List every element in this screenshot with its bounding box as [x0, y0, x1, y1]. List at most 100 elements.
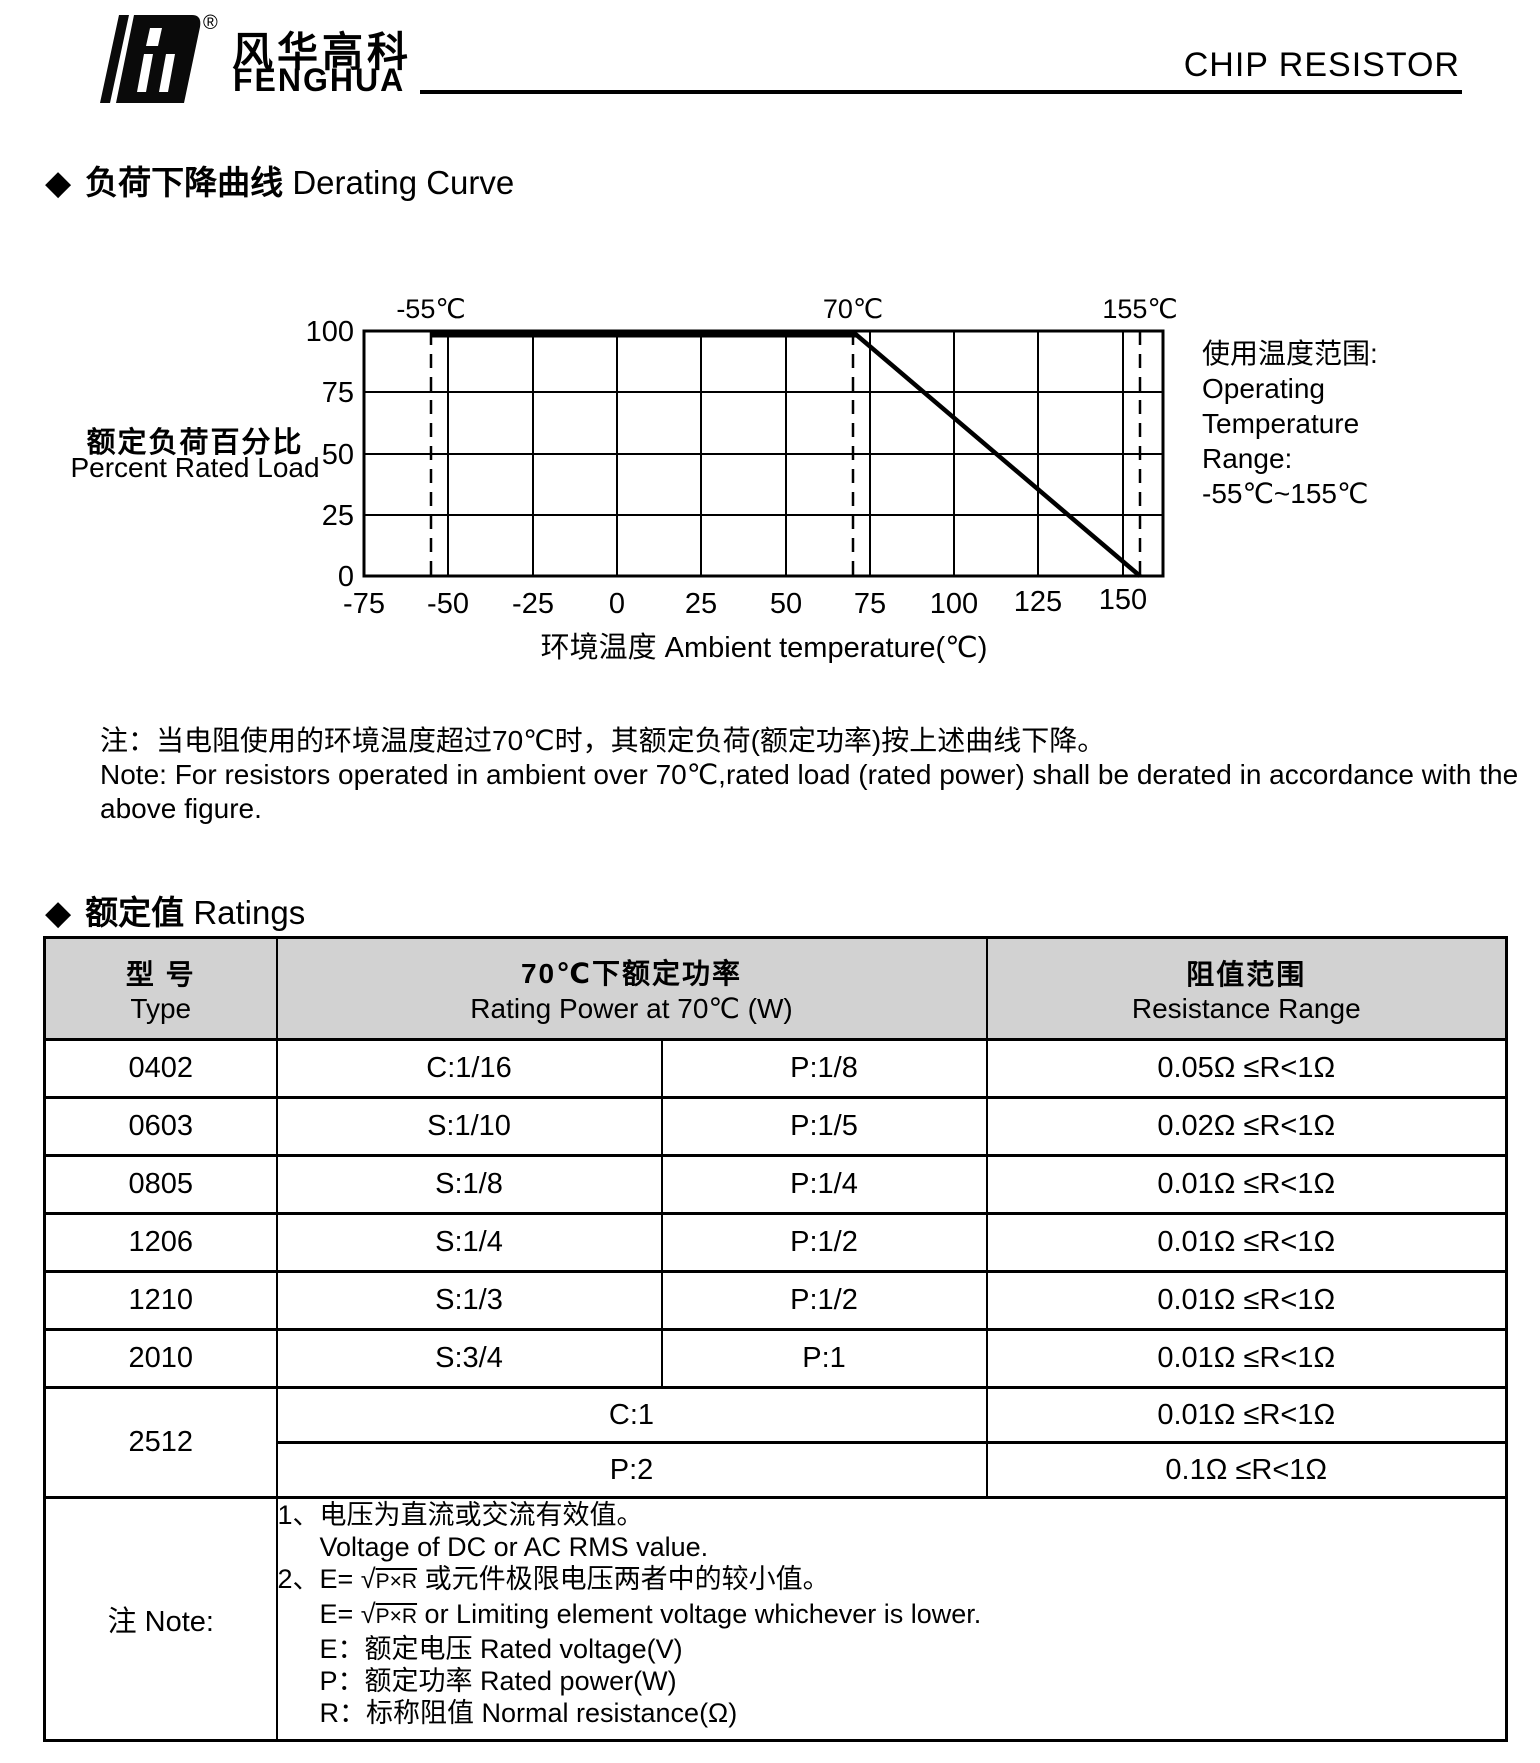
derating-note: 注：当电阻使用的环境温度超过70℃时，其额定负荷(额定功率)按上述曲线下降。 N…	[100, 724, 1518, 826]
header-power-en: Rating Power at 70℃ (W)	[470, 993, 793, 1024]
annotation-line: 使用温度范围:	[1202, 338, 1378, 369]
range-cell: 0.02Ω ≤R<1Ω	[985, 1096, 1508, 1157]
header-power: 70℃下额定功率 Rating Power at 70℃ (W)	[275, 936, 988, 1041]
x-axis-title: 环境温度 Ambient temperature(℃)	[540, 632, 988, 664]
header-type-cn: 型 号	[125, 958, 196, 990]
range-cell: 0.1Ω ≤R<1Ω	[985, 1441, 1508, 1499]
fenghua-logo	[100, 15, 201, 103]
brand-name-chinese: 风华高科	[232, 29, 412, 75]
note-line-en2: above figure.	[100, 793, 262, 824]
sqrt-icon: √	[360, 1564, 376, 1594]
power-c-cell: C:1/16	[275, 1038, 663, 1099]
marker-label-155: 155℃	[1102, 294, 1178, 324]
page-title: CHIP RESISTOR	[1183, 46, 1460, 84]
note-item: 1、电压为直流或交流有效值。	[277, 1500, 644, 1530]
y-axis-title-en: Percent Rated Load	[70, 452, 320, 483]
x-tick-label: 75	[853, 588, 887, 620]
range-cell: 0.01Ω ≤R<1Ω	[985, 1386, 1508, 1444]
power-cell: C:1	[275, 1386, 988, 1444]
x-tick-label: 150	[1098, 584, 1148, 616]
annotation-line: Range:	[1202, 443, 1293, 474]
y-tick-label: 50	[321, 439, 354, 471]
power-p-cell: P:1/5	[660, 1096, 988, 1157]
table-row: 2010 S:3/4 P:1 0.01Ω ≤R<1Ω	[43, 1328, 1508, 1389]
x-tick-label: -75	[343, 588, 385, 620]
note-line-en: Note: For resistors operated in ambient …	[100, 759, 1519, 790]
operating-range-annotation: 使用温度范围: Operating Temperature Range: -55…	[1202, 336, 1378, 511]
annotation-line: Temperature	[1202, 408, 1360, 439]
power-c-cell: S:1/3	[275, 1270, 663, 1331]
note-item: E：额定电压 Rated voltage(V)	[319, 1634, 683, 1664]
table-row-2512b: P:2 0.1Ω ≤R<1Ω	[45, 1441, 1508, 1499]
x-tick-label: -25	[512, 588, 554, 620]
header-rule	[420, 90, 1462, 94]
ratings-title-en: Ratings	[193, 894, 306, 931]
range-cell: 0.01Ω ≤R<1Ω	[985, 1154, 1508, 1215]
note-item: P：额定功率 Rated power(W)	[319, 1666, 677, 1696]
power-cell: P:2	[275, 1441, 988, 1499]
power-c-cell: S:3/4	[275, 1328, 663, 1389]
table-row: 1206 S:1/4 P:1/2 0.01Ω ≤R<1Ω	[43, 1212, 1508, 1273]
x-tick-label: 125	[1013, 586, 1063, 618]
derating-section-title: ◆ 负荷下降曲线 Derating Curve	[45, 156, 514, 204]
note-item: 2、E= √P×R 或元件极限电压两者中的较小值。	[277, 1564, 830, 1594]
table-row: 0805 S:1/8 P:1/4 0.01Ω ≤R<1Ω	[43, 1154, 1508, 1215]
note-body-cell: 1、电压为直流或交流有效值。 Voltage of DC or AC RMS v…	[275, 1496, 1508, 1742]
table-header-row: 型 号 Type 70℃下额定功率 Rating Power at 70℃ (W…	[43, 936, 1508, 1041]
ratings-table: 型 号 Type 70℃下额定功率 Rating Power at 70℃ (W…	[43, 936, 1508, 1742]
marker-label-minus55: -55℃	[396, 294, 466, 324]
y-tick-label: 75	[321, 377, 354, 409]
marker-label-70: 70℃	[822, 294, 884, 324]
type-cell: 1210	[43, 1270, 278, 1331]
power-c-cell: S:1/4	[275, 1212, 663, 1273]
range-cell: 0.01Ω ≤R<1Ω	[985, 1328, 1508, 1389]
x-tick-label: -50	[427, 588, 469, 620]
brand-name-english: FENGHUA	[233, 62, 406, 98]
header-range-en: Resistance Range	[1131, 992, 1361, 1024]
table-row-2512a: 2512 C:1 0.01Ω ≤R<1Ω	[43, 1386, 1508, 1499]
registered-icon: ®	[203, 12, 218, 34]
type-cell: 0805	[43, 1154, 278, 1215]
x-tick-label: 100	[929, 588, 979, 620]
type-cell: 1206	[43, 1212, 278, 1273]
type-cell: 0603	[43, 1096, 278, 1157]
note-label-cell: 注 Note:	[43, 1496, 278, 1742]
ratings-title-cn: 额定值	[85, 894, 185, 931]
range-cell: 0.05Ω ≤R<1Ω	[985, 1038, 1508, 1099]
horizontal-gridlines	[364, 391, 1163, 516]
range-cell: 0.01Ω ≤R<1Ω	[985, 1212, 1508, 1273]
power-p-cell: P:1/8	[660, 1038, 988, 1099]
y-axis-title-cn: 额定负荷百分比	[86, 427, 304, 459]
note-item: R：标称阻值 Normal resistance(Ω)	[319, 1698, 738, 1728]
annotation-line: -55℃~155℃	[1202, 478, 1369, 509]
table-row: 1210 S:1/3 P:1/2 0.01Ω ≤R<1Ω	[43, 1270, 1508, 1331]
dashed-temperature-lines	[429, 331, 1142, 576]
type-cell: 2010	[43, 1328, 278, 1389]
power-c-cell: S:1/10	[275, 1096, 663, 1157]
y-tick-label: 0	[337, 561, 354, 593]
y-tick-label: 100	[305, 316, 354, 348]
power-c-cell: S:1/8	[275, 1154, 663, 1215]
header-type-en: Type	[130, 992, 192, 1024]
x-tick-label: 0	[608, 588, 626, 620]
diamond-icon: ◆	[45, 894, 72, 932]
x-tick-label: 50	[769, 588, 803, 620]
sqrt-icon: √	[360, 1599, 376, 1629]
derating-title-cn: 负荷下降曲线	[85, 164, 284, 201]
y-tick-label: 25	[321, 500, 354, 532]
ratings-section-title: ◆ 额定值 Ratings	[45, 886, 305, 934]
power-p-cell: P:1/2	[660, 1270, 988, 1331]
derating-chart	[362, 329, 1165, 578]
derating-curve	[431, 330, 1142, 578]
power-p-cell: P:1/2	[660, 1212, 988, 1273]
note-line-cn: 注：当电阻使用的环境温度超过70℃时，其额定负荷(额定功率)按上述曲线下降。	[100, 725, 1106, 756]
power-p-cell: P:1	[660, 1328, 988, 1389]
power-p-cell: P:1/4	[660, 1154, 988, 1215]
note-item: E= √P×R or Limiting element voltage whic…	[319, 1599, 982, 1629]
x-tick-label: 25	[684, 588, 718, 620]
header-type: 型 号 Type	[43, 936, 278, 1041]
header-range-cn: 阻值范围	[1186, 958, 1307, 990]
range-cell: 0.01Ω ≤R<1Ω	[985, 1270, 1508, 1331]
annotation-line: Operating	[1202, 373, 1325, 404]
